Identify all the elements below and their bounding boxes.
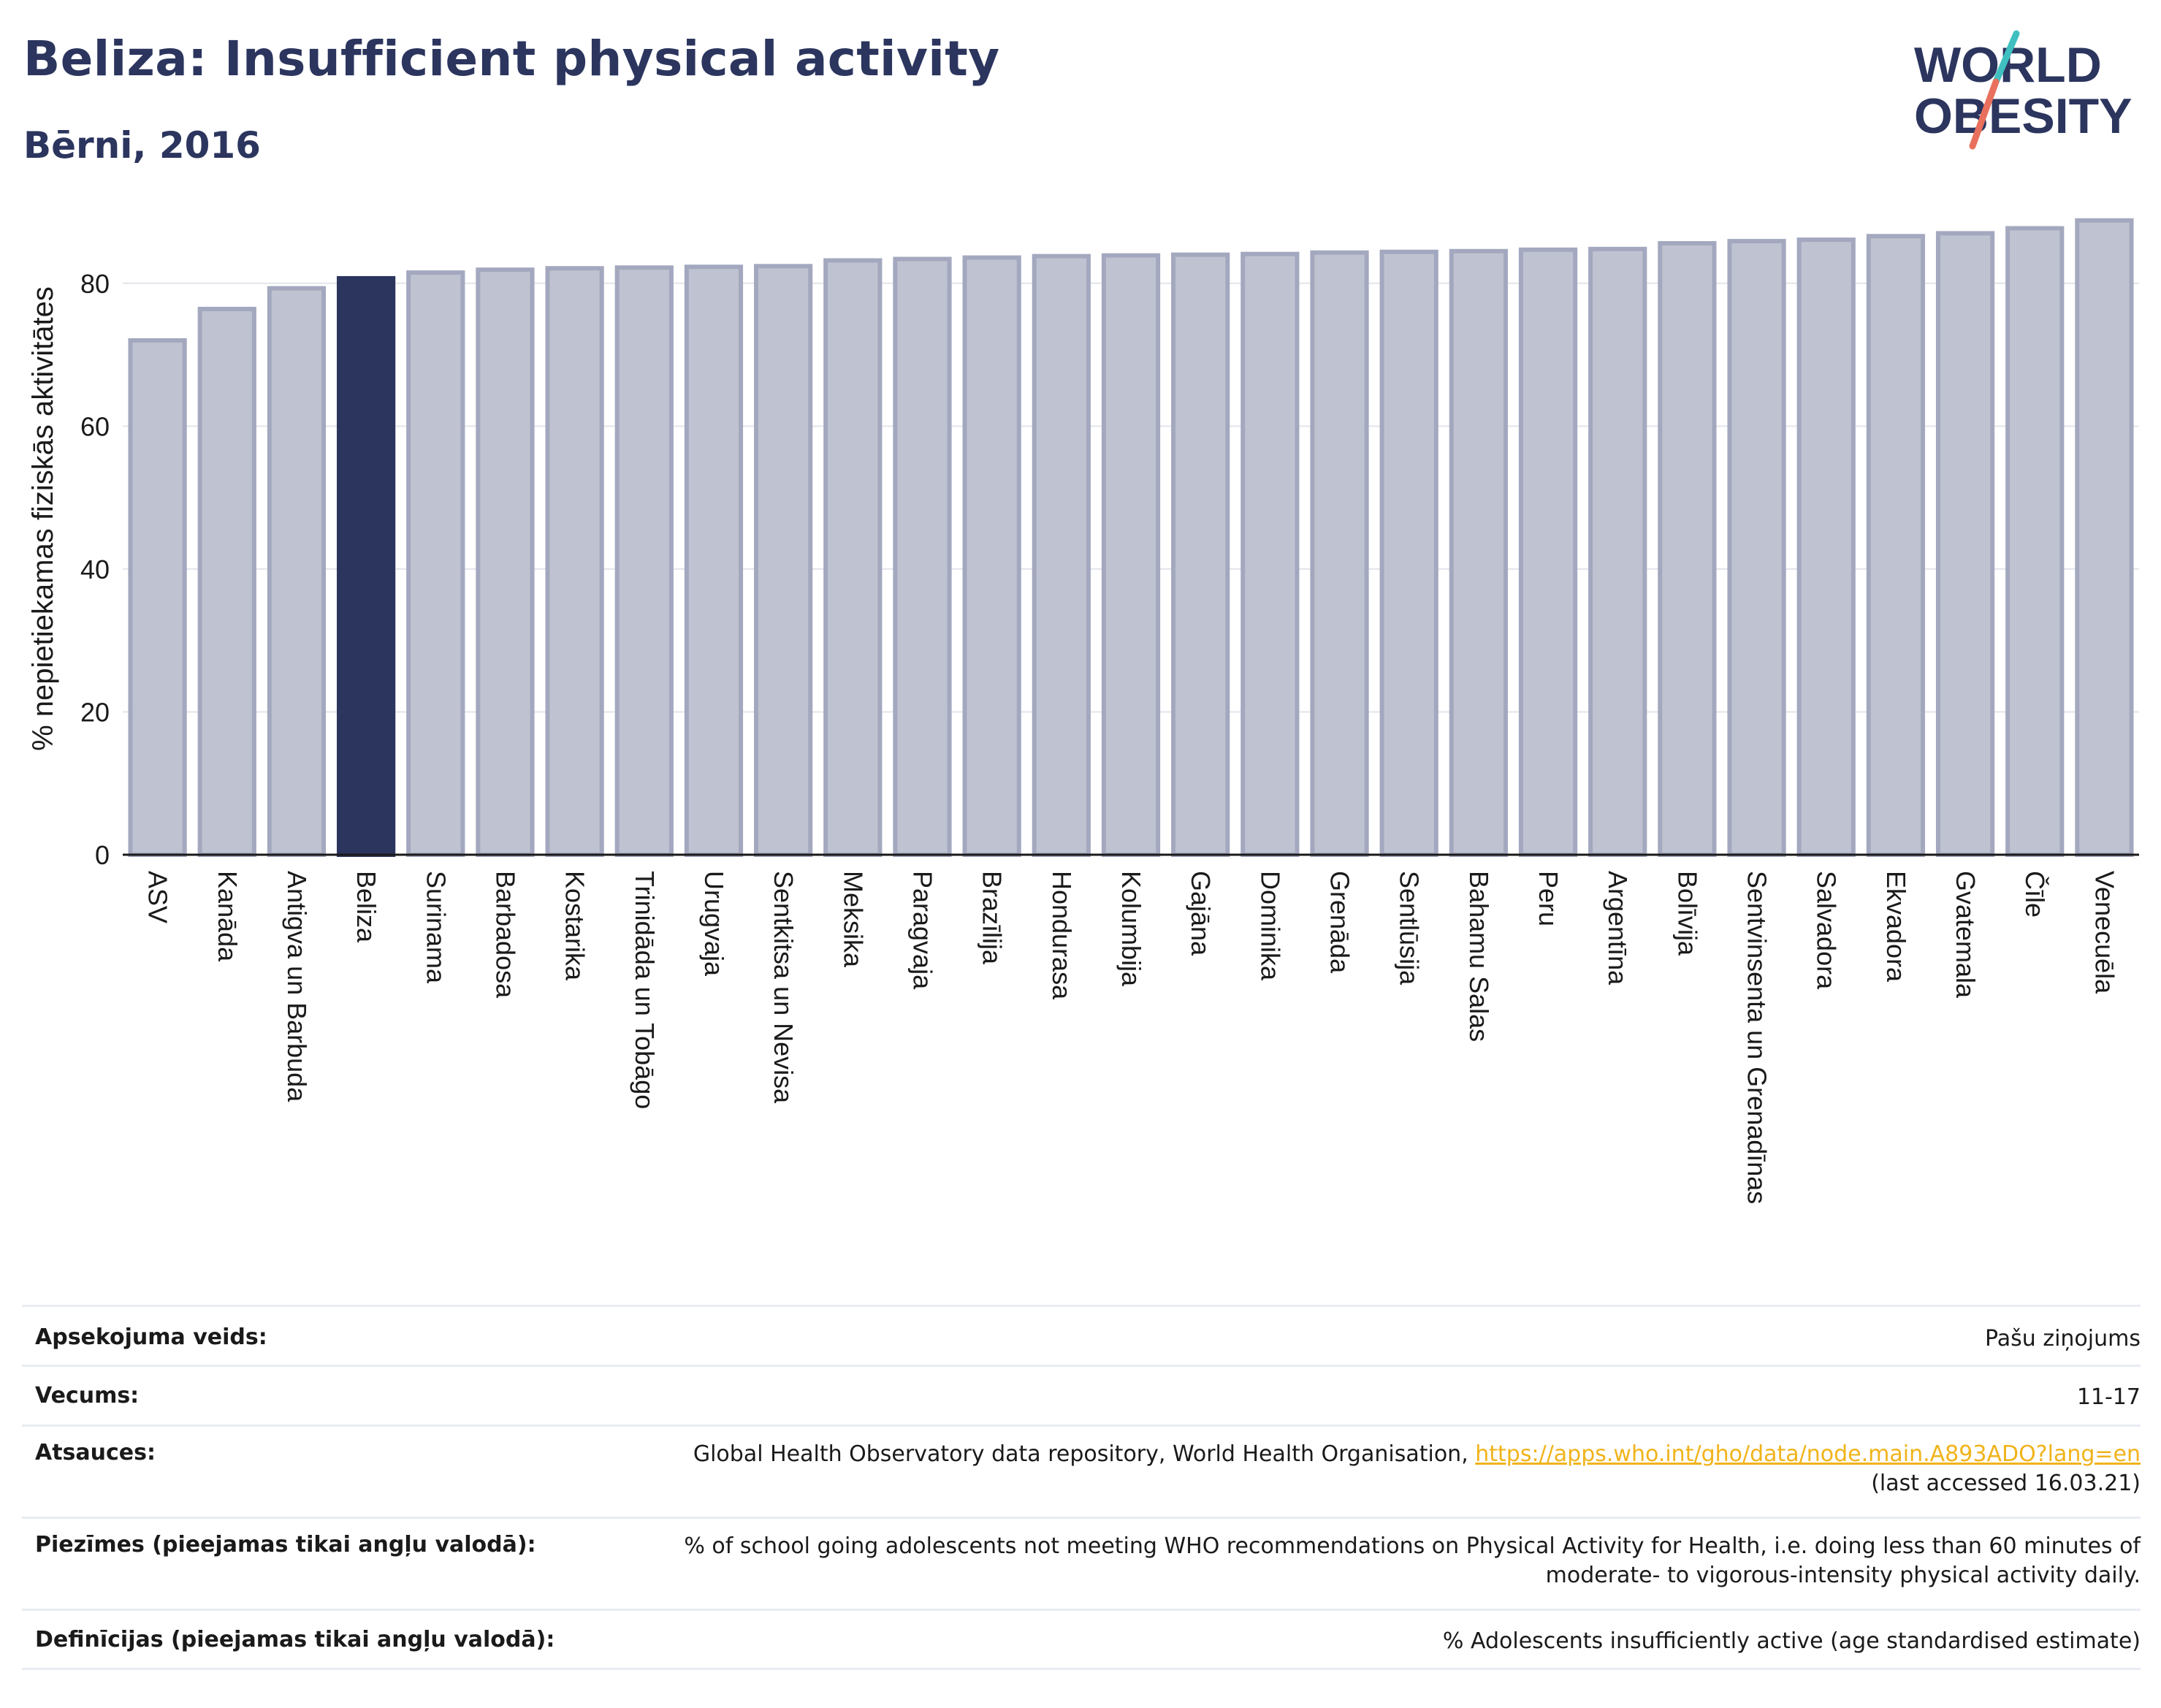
info-row-survey-type: Apsekojuma veids: Pašu ziņojums: [22, 1305, 2141, 1365]
x-tick-label: Sentvinsenta un Grenadīnas: [1742, 871, 1772, 1204]
chart-subtitle: Bērni, 2016: [23, 124, 261, 167]
reference-text: Global Health Observatory data repositor…: [693, 1441, 1476, 1467]
logo-coral-slash: [1969, 78, 2000, 150]
bar: [476, 267, 535, 857]
x-tick-label: Gajāna: [1186, 871, 1216, 956]
x-tick-label: Peru: [1533, 871, 1563, 926]
bar: [1171, 252, 1230, 857]
info-label: Piezīmes (pieejamas tikai angļu valodā):: [35, 1532, 536, 1558]
bar: [267, 286, 327, 858]
logo-teal-slash: [1992, 30, 2020, 85]
chart-title: Beliza: Insufficient physical activity: [23, 31, 1000, 87]
bar: [1518, 247, 1578, 858]
x-tick-label: Bolīvija: [1672, 871, 1702, 956]
y-tick-label: 40: [80, 554, 110, 584]
x-tick-label: Urugvaja: [699, 871, 729, 977]
x-tick-label: Ekvadora: [1881, 871, 1911, 983]
x-tick-label: Dominika: [1255, 871, 1285, 981]
info-label: Definīcijas (pieejamas tikai angļu valod…: [35, 1627, 555, 1652]
x-tick-label: Barbadosa: [490, 871, 520, 999]
bar: [1935, 231, 1995, 858]
x-tick-label: Gvatemala: [1951, 871, 1981, 999]
info-row-definitions: Definīcijas (pieejamas tikai angļu valod…: [22, 1609, 2141, 1670]
x-tick-label: Argentīna: [1603, 871, 1633, 985]
bar: [1449, 248, 1508, 857]
info-value: Global Health Observatory data repositor…: [693, 1440, 2141, 1498]
y-axis-label: % nepietiekamas fiziskās aktivitātes: [27, 286, 59, 751]
bar: [1727, 239, 1786, 858]
bar: [1588, 246, 1647, 858]
x-tick-label: Hondurasa: [1047, 871, 1077, 1000]
info-value: 11-17: [2076, 1384, 2141, 1410]
bar: [823, 258, 883, 857]
x-tick-label: Kolumbija: [1116, 871, 1146, 987]
x-tick-label: Sentlūsija: [1395, 871, 1425, 985]
x-tick-label: Beliza: [351, 871, 381, 943]
x-tick-label: Paragvaja: [907, 871, 937, 990]
bar: [128, 338, 187, 857]
x-tick-label: Brazīlija: [977, 871, 1007, 965]
bar: [1379, 249, 1438, 857]
x-tick-label: Trinidāda un Tobāgo: [630, 871, 660, 1109]
x-tick-label: Salvadora: [1812, 871, 1842, 990]
x-tick-label: Čīle: [2020, 871, 2050, 918]
bar: [1658, 241, 1717, 857]
info-row-notes: Piezīmes (pieejamas tikai angļu valodā):…: [22, 1517, 2141, 1609]
reference-link[interactable]: https://apps.who.int/gho/data/node.main.…: [1475, 1441, 2141, 1467]
bar: [1866, 234, 1926, 857]
y-tick-label: 20: [80, 697, 110, 727]
bar: [1101, 253, 1161, 857]
axes: 0 20 40 60 80 ASV Kanāda Antigva un Barbuda Beli…: [80, 269, 2139, 1204]
x-tick-label: Kostarika: [560, 871, 590, 981]
bar: [1310, 250, 1369, 857]
bar: [614, 265, 674, 857]
x-tick-label: Grenāda: [1325, 871, 1355, 974]
y-tick-label: 0: [95, 840, 110, 870]
x-tick-label: Antigva un Barbuda: [282, 871, 312, 1102]
notes-line2: moderate- to vigorous-intensity physical…: [1545, 1563, 2141, 1588]
info-row-age: Vecums: 11-17: [22, 1365, 2141, 1425]
y-tick-label: 60: [80, 411, 110, 441]
bar: [2005, 226, 2065, 857]
world-obesity-logo: WORLD OBESITY: [1914, 30, 2133, 150]
x-tick-label: Venecuēla: [2089, 871, 2119, 994]
x-tick-label: Sentkitsa un Nevisa: [769, 871, 799, 1104]
info-value: % Adolescents insufficiently active (age…: [1442, 1628, 2141, 1654]
y-tick-label: 80: [80, 269, 110, 299]
bar: [1032, 253, 1091, 858]
bar: [893, 256, 952, 857]
bar: [406, 270, 465, 858]
logo-line2: OBESITY: [1914, 88, 2133, 144]
bar-highlight: [336, 275, 396, 857]
info-table: Apsekojuma veids: Pašu ziņojums Vecums: …: [22, 1305, 2141, 1670]
x-tick-label: ASV: [143, 871, 173, 923]
x-tick-label: Surinama: [421, 871, 451, 984]
info-label: Atsauces:: [35, 1440, 156, 1465]
bar: [1796, 237, 1856, 857]
bar: [197, 306, 256, 857]
notes-line1: % of school going adolescents not meetin…: [684, 1533, 2141, 1559]
x-tick-label: Bahamu Salas: [1464, 871, 1494, 1042]
bar: [684, 264, 744, 857]
info-value: Pašu ziņojums: [1985, 1326, 2141, 1351]
info-label: Apsekojuma veids:: [35, 1324, 267, 1350]
info-value: % of school going adolescents not meetin…: [684, 1532, 2141, 1590]
bar: [754, 264, 813, 857]
bar: [1240, 251, 1300, 857]
info-row-references: Atsauces: Global Health Observatory data…: [22, 1425, 2141, 1517]
x-tick-label: Meksika: [838, 871, 868, 968]
bar-chart: 0 20 40 60 80 ASV Kanāda Antigva un Barbuda Beli…: [27, 218, 2139, 1204]
reference-accessed: (last accessed 16.03.21): [1871, 1471, 2141, 1496]
bars: [128, 218, 2134, 858]
x-tick-label: Kanāda: [213, 871, 243, 962]
bar: [962, 255, 1021, 858]
bar: [545, 266, 604, 857]
bar: [2075, 218, 2134, 857]
info-label: Vecums:: [35, 1383, 140, 1408]
